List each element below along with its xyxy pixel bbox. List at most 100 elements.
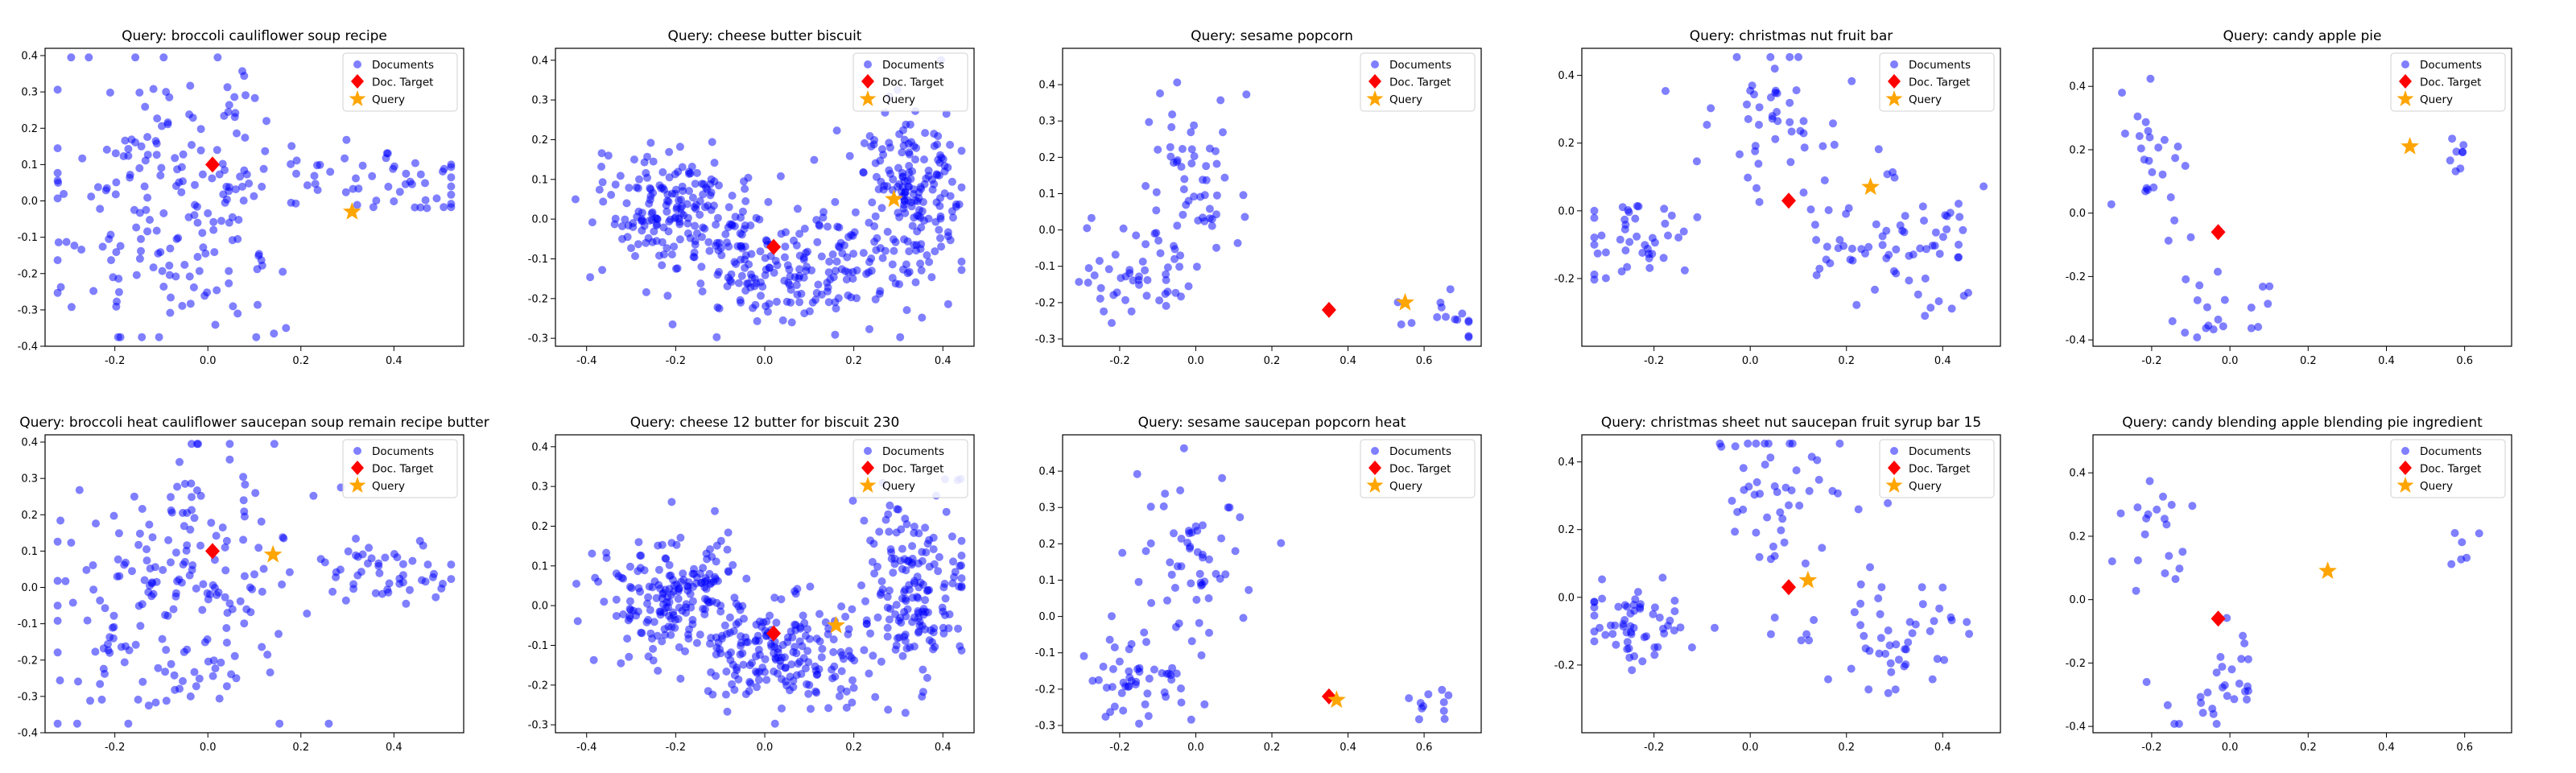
document-point [877, 657, 886, 666]
legend-box [1360, 52, 1476, 112]
x-tick-label: 0.0 [757, 355, 774, 367]
document-point [746, 283, 755, 291]
x-tick-label: -0.2 [1109, 355, 1129, 367]
document-point [211, 320, 220, 329]
document-point [2141, 118, 2150, 126]
document-point [919, 665, 927, 674]
document-point [832, 257, 841, 266]
document-point [616, 172, 625, 180]
document-point [1195, 618, 1203, 627]
document-point [1141, 182, 1150, 190]
legend-label: Query [2420, 480, 2453, 493]
y-tick-label: 0.0 [531, 601, 548, 613]
document-point [1649, 610, 1657, 618]
document-point [1739, 505, 1748, 514]
document-point [824, 298, 833, 307]
document-point [2135, 132, 2144, 140]
document-point [221, 543, 229, 552]
y-tick-label: -0.1 [18, 618, 38, 630]
document-point [708, 138, 716, 147]
document-point [883, 603, 892, 612]
legend-target-marker [1888, 461, 1901, 475]
document-point [1736, 150, 1744, 159]
document-point [835, 692, 844, 701]
document-point [1145, 674, 1154, 683]
document-point [1941, 211, 1950, 220]
document-point [781, 663, 790, 672]
document-point [68, 598, 77, 607]
document-point [741, 196, 750, 205]
y-tick-label: 0.1 [1038, 575, 1055, 587]
document-point [957, 582, 966, 590]
legend-label: Doc. Target [2420, 76, 2481, 89]
document-point [1620, 215, 1629, 224]
document-point [177, 163, 186, 172]
document-point [341, 154, 349, 163]
document-point [53, 85, 62, 94]
plot-frame [44, 48, 464, 347]
document-point [203, 635, 212, 643]
document-point [652, 237, 661, 246]
document-point [1800, 143, 1809, 152]
legend-box [1879, 439, 1995, 498]
document-point [1177, 698, 1186, 707]
document-point [709, 201, 718, 210]
document-point [893, 182, 902, 191]
document-point [1442, 312, 1450, 321]
document-point [703, 555, 712, 564]
document-point [262, 117, 270, 126]
document-point [708, 690, 717, 699]
x-tick-label: 0.6 [1416, 355, 1433, 367]
document-point [1166, 152, 1175, 161]
document-point [678, 606, 687, 615]
document-point [744, 638, 752, 647]
document-point [1636, 603, 1645, 611]
document-point [171, 272, 180, 281]
document-point [663, 207, 671, 216]
query-marker [827, 615, 845, 634]
document-point [1173, 78, 1182, 87]
document-point [1835, 439, 1844, 448]
document-point [1930, 242, 1939, 250]
document-point [1141, 547, 1150, 556]
document-point [287, 198, 295, 207]
document-point [2142, 678, 2151, 686]
document-point [1872, 220, 1880, 229]
document-point [901, 709, 910, 717]
document-point [935, 225, 943, 234]
document-point [2214, 267, 2222, 276]
document-point [1150, 665, 1158, 674]
document-point [889, 235, 898, 244]
document-point [96, 596, 105, 605]
document-point [233, 234, 242, 243]
document-point [891, 610, 900, 618]
document-point [800, 225, 809, 233]
legend-label: Query [2420, 93, 2453, 106]
document-point [72, 719, 81, 728]
legend-label: Doc. Target [1389, 463, 1451, 476]
document-point [1245, 585, 1253, 594]
document-point [1623, 262, 1632, 271]
legend-label: Query [372, 93, 405, 106]
document-point [906, 120, 914, 129]
document-point [780, 653, 789, 662]
document-point [135, 254, 144, 263]
document-point [1864, 242, 1873, 251]
document-point [1590, 213, 1599, 222]
document-point [1414, 715, 1423, 724]
x-tick-label: -0.2 [666, 355, 686, 367]
y-tick-label: 0.4 [1558, 70, 1575, 82]
document-point [1111, 250, 1120, 259]
document-point [225, 187, 233, 196]
document-point [724, 203, 733, 212]
document-point [1221, 570, 1230, 579]
y-tick-label: 0.4 [1038, 80, 1055, 92]
document-point [1882, 226, 1891, 235]
document-point [1934, 297, 1943, 306]
document-point [1769, 542, 1777, 551]
y-tick-label: -0.4 [18, 728, 38, 740]
document-point [87, 192, 96, 201]
document-point [1630, 652, 1639, 660]
document-point [887, 554, 896, 563]
document-point [681, 647, 689, 655]
